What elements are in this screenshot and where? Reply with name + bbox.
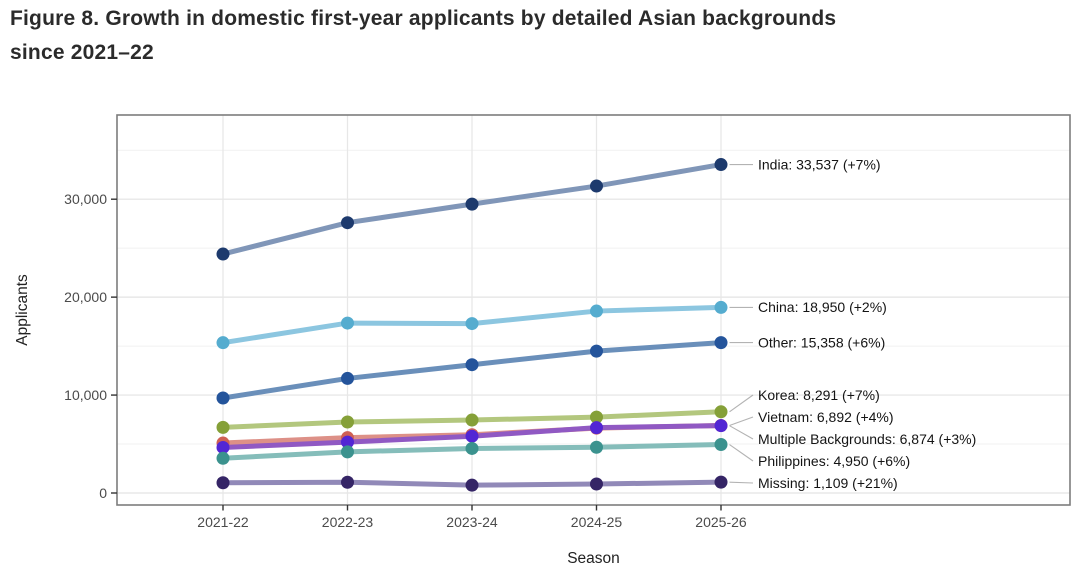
data-point-philippines <box>714 438 728 452</box>
data-point-china <box>465 317 479 331</box>
x-tick-label: 2025-26 <box>695 514 747 530</box>
data-point-other <box>341 371 354 385</box>
figure-title: Figure 8. Growth in domestic first-year … <box>10 2 1030 70</box>
data-point-india <box>714 158 728 172</box>
data-point-korea <box>590 410 603 424</box>
series-end-label-multiple-backgrounds: Multiple Backgrounds: 6,874 (+3%) <box>758 431 976 447</box>
x-tick-label: 2021-22 <box>197 514 249 530</box>
data-point-multiple-backgrounds <box>590 421 603 435</box>
data-point-missing <box>590 477 603 491</box>
data-point-china <box>341 316 354 330</box>
data-point-multiple-backgrounds <box>714 419 728 433</box>
data-point-missing <box>714 475 728 489</box>
x-tick-label: 2023-24 <box>446 514 498 530</box>
data-point-multiple-backgrounds <box>216 440 230 454</box>
data-point-other <box>714 336 728 350</box>
data-point-india <box>216 247 230 261</box>
data-point-india <box>590 179 603 193</box>
data-point-other <box>216 391 230 405</box>
data-point-korea <box>465 413 479 427</box>
data-point-india <box>341 216 354 230</box>
data-point-korea <box>714 405 728 419</box>
data-point-china <box>216 336 230 350</box>
y-tick-label: 30,000 <box>64 191 107 207</box>
data-point-india <box>465 197 479 211</box>
data-point-missing <box>216 476 230 490</box>
data-point-korea <box>216 420 230 434</box>
label-leader-line <box>729 444 754 462</box>
series-end-label-other: Other: 15,358 (+6%) <box>758 334 885 350</box>
series-end-label-india: India: 33,537 (+7%) <box>758 156 881 172</box>
x-tick-label: 2024-25 <box>571 514 623 530</box>
data-point-multiple-backgrounds <box>465 429 479 443</box>
y-axis-title: Applicants <box>14 274 31 346</box>
series-end-label-missing: Missing: 1,109 (+21%) <box>758 475 898 491</box>
data-point-philippines <box>341 445 354 459</box>
data-point-philippines <box>590 440 603 454</box>
data-point-philippines <box>216 451 230 465</box>
data-point-missing <box>465 478 479 492</box>
data-point-missing <box>341 475 354 489</box>
label-leader-line <box>729 481 754 484</box>
series-end-label-korea: Korea: 8,291 (+7%) <box>758 387 880 403</box>
data-point-philippines <box>465 441 479 455</box>
figure-title-line2: since 2021–22 <box>10 41 154 64</box>
label-leader-line <box>729 416 754 427</box>
data-point-other <box>590 344 603 358</box>
label-leader-line <box>729 394 754 413</box>
series-end-label-vietnam: Vietnam: 6,892 (+4%) <box>758 409 894 425</box>
y-tick-label: 10,000 <box>64 387 107 403</box>
label-leader-line <box>729 425 754 440</box>
x-tick-label: 2022-23 <box>322 514 374 530</box>
series-end-label-china: China: 18,950 (+2%) <box>758 299 887 315</box>
y-tick-label: 0 <box>99 485 107 501</box>
plot-panel-border <box>116 114 1071 506</box>
x-axis-title: Season <box>567 550 620 567</box>
data-point-china <box>714 300 728 314</box>
series-end-label-philippines: Philippines: 4,950 (+6%) <box>758 453 910 469</box>
data-point-china <box>590 304 603 318</box>
y-tick-label: 20,000 <box>64 289 107 305</box>
figure-title-line1: Figure 8. Growth in domestic first-year … <box>10 7 837 30</box>
data-point-other <box>465 358 479 372</box>
data-point-korea <box>341 415 354 429</box>
data-point-multiple-backgrounds <box>341 435 354 449</box>
